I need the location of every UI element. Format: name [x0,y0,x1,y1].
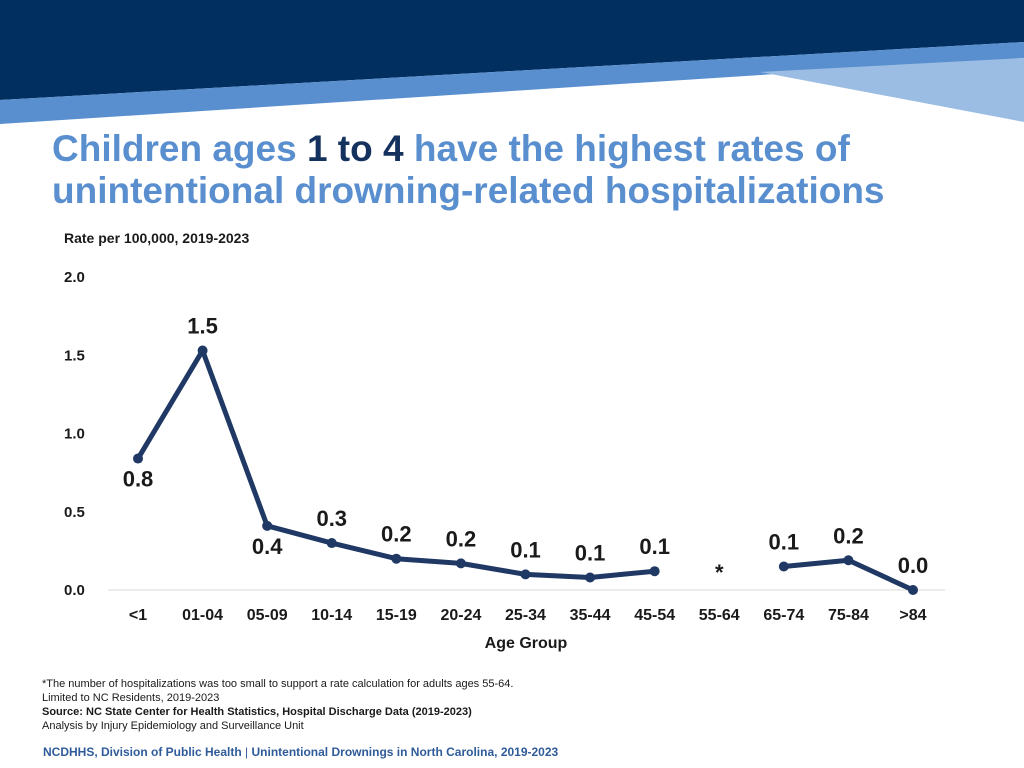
data-point [649,566,660,577]
data-label: 0.1 [769,530,800,555]
data-point [133,453,143,464]
title-part-5: have the highest rates of unintentional … [52,128,885,211]
data-point [455,558,466,569]
data-label: 0.8 [123,467,154,492]
page-title: Children ages 1 to 4 have the highest ra… [52,128,1012,212]
footer-report: Unintentional Drownings in North Carolin… [251,745,559,759]
banner-dark-band [0,0,1024,100]
x-tick-label: 20-24 [440,607,481,624]
data-label: 0.1 [575,540,606,565]
y-axis-ticks: 0.0 0.5 1.0 1.5 2.0 [64,269,85,599]
data-labels: 0.8 1.5 0.4 0.3 0.2 0.2 0.1 0.1 0.1 * 0.1 0.2 0.0 [123,314,929,585]
data-point [908,585,918,595]
x-tick-label: 55-64 [699,607,740,624]
x-tick-label: 35-44 [570,607,611,624]
banner-light-wedge [760,58,1024,122]
data-point [778,561,789,572]
chart-notes: *The number of hospitalizations was too … [42,677,742,733]
title-part-3: to [327,128,384,169]
data-point [520,569,531,580]
x-tick-label: 05-09 [247,607,288,624]
title-part-1: Children ages [52,128,307,169]
line-chart: Rate per 100,000, 2019-2023 0.0 0.5 1.0 1.5… [64,230,945,652]
footer-separator: | [241,745,252,759]
data-label: 0.2 [446,526,477,551]
footer: NCDHHS, Division of Public Health | Unin… [43,745,558,759]
data-label: 0.3 [316,506,347,531]
note-source: Source: NC State Center for Health Stati… [42,706,472,718]
y-tick-label: 0.5 [64,504,85,521]
x-tick-label: >84 [899,607,926,624]
x-tick-label: 01-04 [182,607,223,624]
data-point [262,520,273,531]
x-axis-label: Age Group [485,635,568,652]
x-tick-label: 15-19 [376,607,417,624]
data-point [585,572,596,583]
y-tick-label: 2.0 [64,269,85,286]
data-label: 0.1 [510,537,541,562]
x-tick-label: 65-74 [763,607,804,624]
title-part-4: 4 [383,128,404,169]
data-point [326,538,337,549]
title-part-2: 1 [306,128,328,169]
data-point [391,553,402,564]
banner-blue-stripe [0,42,1024,124]
y-axis-label: Rate per 100,000, 2019-2023 [64,230,249,246]
data-label: 0.4 [252,534,283,559]
data-points [133,345,918,595]
x-tick-label: 45-54 [634,607,675,624]
note-residents: Limited to NC Residents, 2019-2023 [42,692,220,704]
data-label: 1.5 [187,314,218,339]
data-point [843,555,854,566]
x-tick-label: 25-34 [505,607,546,624]
x-axis-ticks: <1 01-04 05-09 10-14 15-19 20-24 25-34 35-44 45-… [129,607,927,624]
footer-org: NCDHHS, Division of Public Health [43,745,242,759]
data-label: 0.2 [833,523,864,548]
x-tick-label: <1 [129,607,147,624]
data-label: 0.2 [381,522,412,547]
data-label: 0.0 [898,553,929,578]
data-label: 0.1 [639,534,670,559]
y-tick-label: 1.0 [64,426,85,443]
suppressed-marker: * [715,560,724,585]
data-point [197,345,208,356]
header-banner [0,0,1024,124]
y-tick-label: 0.0 [64,582,85,599]
x-tick-label: 75-84 [828,607,869,624]
note-analysis: Analysis by Injury Epidemiology and Surv… [42,720,304,732]
y-tick-label: 1.5 [64,347,85,364]
note-suppression: *The number of hospitalizations was too … [42,678,514,690]
x-tick-label: 10-14 [311,607,352,624]
